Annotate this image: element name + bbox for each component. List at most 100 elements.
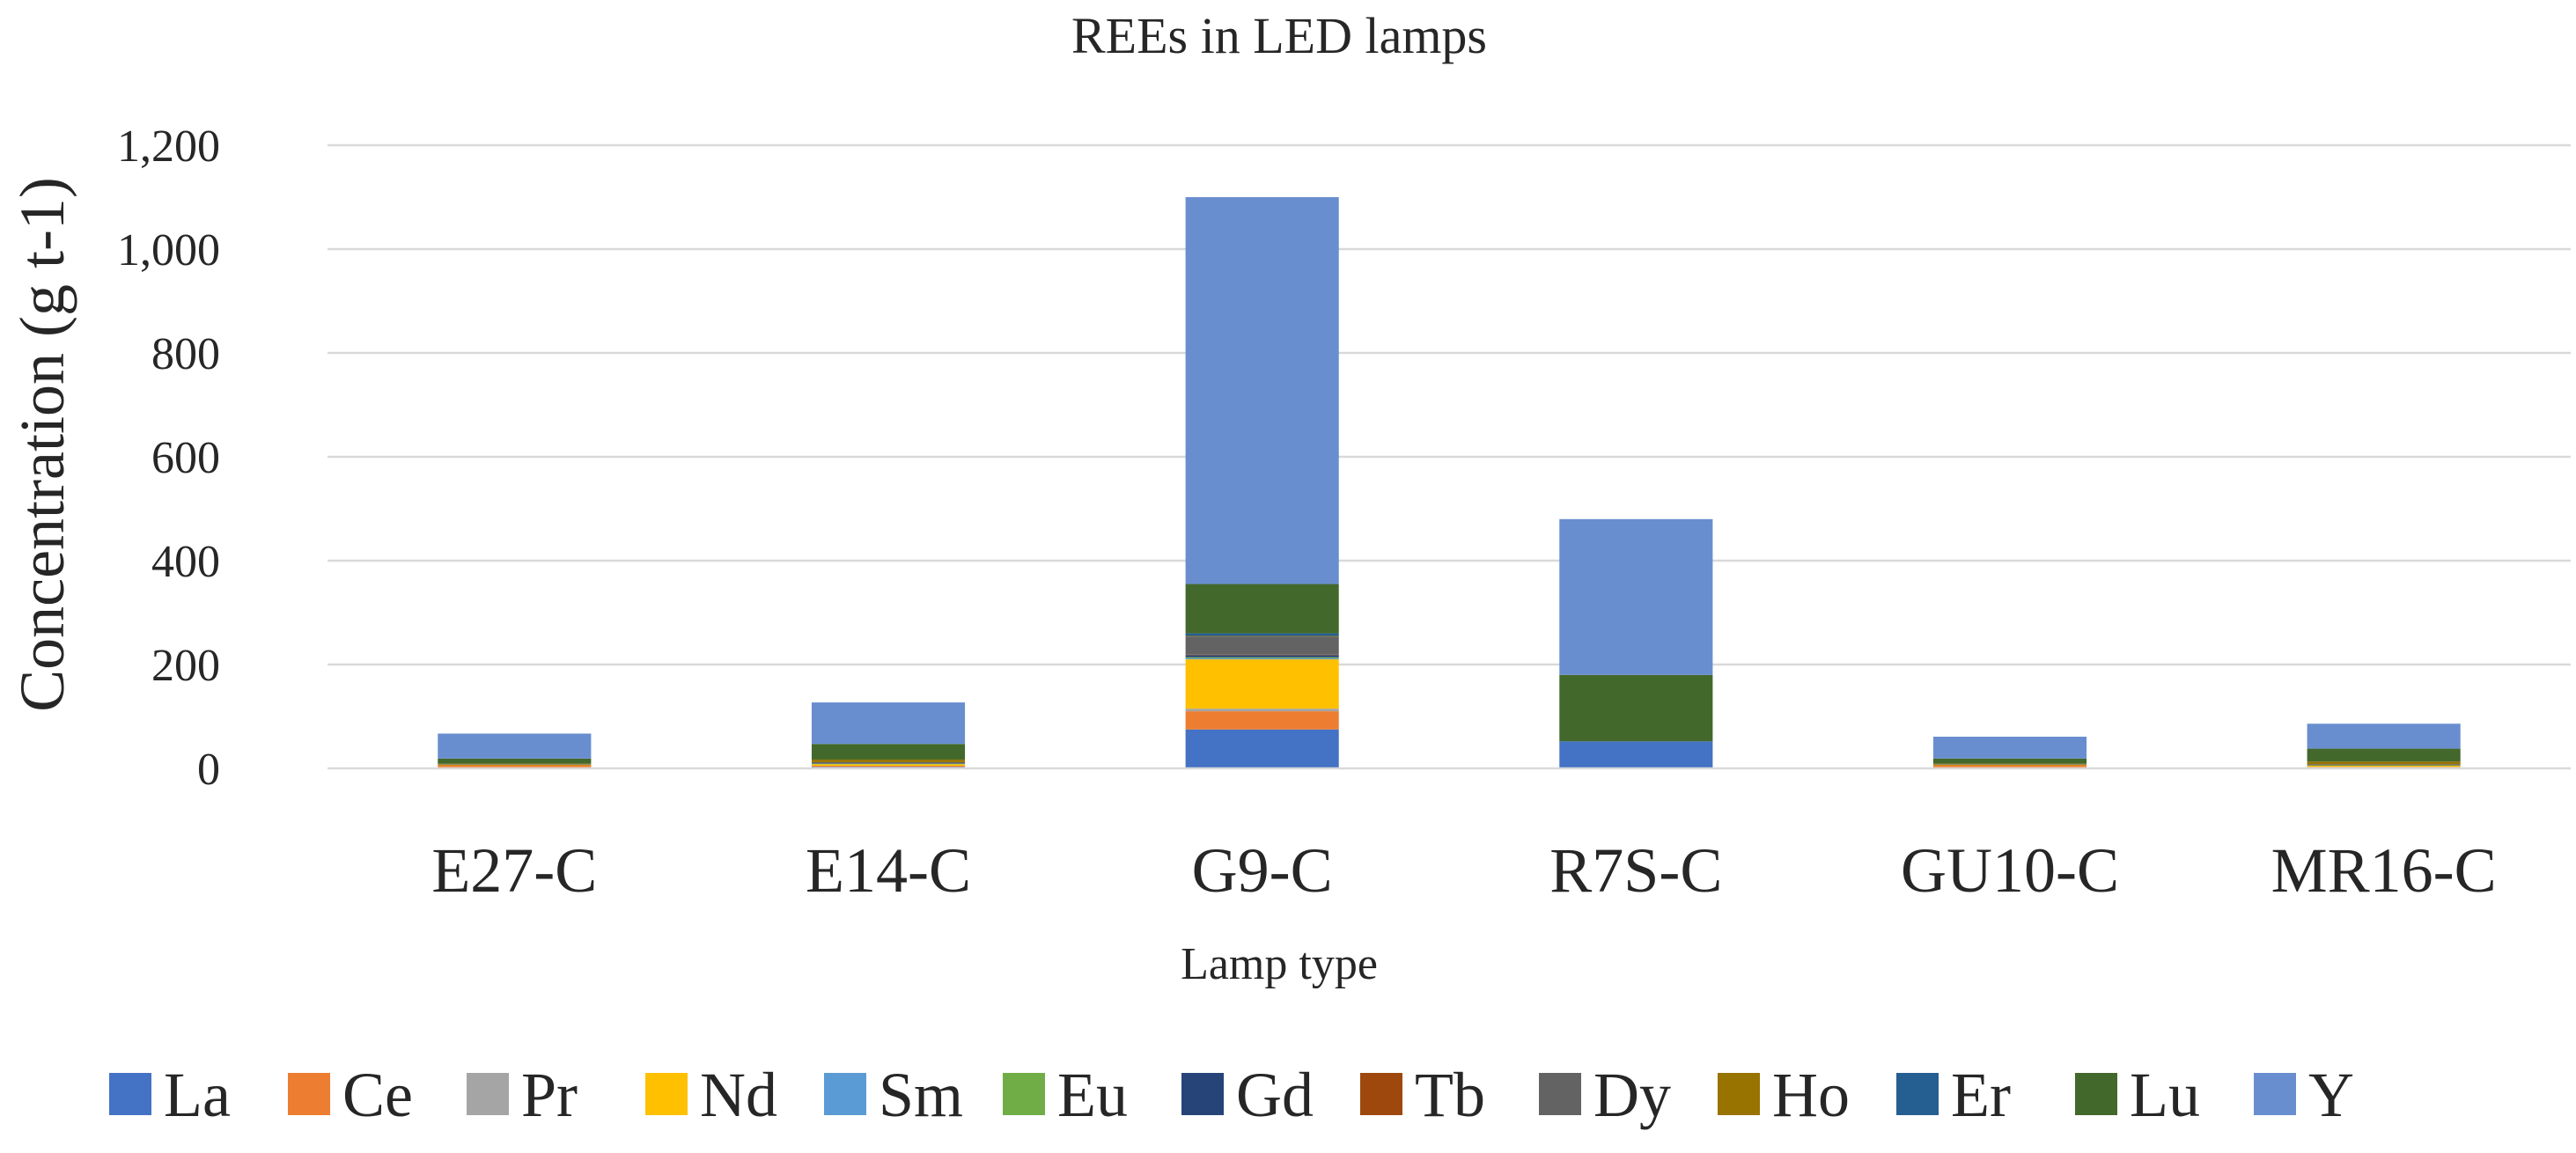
legend-swatch: [2254, 1073, 2296, 1115]
bar-segment-La: [1559, 741, 1713, 768]
bar-segment-Eu: [1185, 657, 1339, 658]
x-axis-title: Lamp type: [1181, 939, 1378, 989]
bar-segment-Nd: [811, 764, 966, 767]
legend-swatch: [467, 1073, 509, 1115]
y-tick-label: 1,000: [117, 225, 220, 275]
bar-segment-Y: [1932, 737, 2087, 759]
legend-item-Pr: Pr: [467, 1060, 578, 1130]
legend-item-Ce: Ce: [288, 1060, 413, 1130]
bar-stack-E14-C: [811, 702, 966, 768]
legend-item-La: La: [109, 1060, 231, 1130]
legend-swatch: [824, 1073, 866, 1115]
legend-label: Sm: [879, 1060, 963, 1130]
legend-swatch: [288, 1073, 330, 1115]
bar-segment-Y: [1559, 518, 1713, 675]
bar-segment-Nd: [438, 765, 592, 767]
y-tick-label: 600: [151, 433, 220, 483]
bar-segment-Tb: [1185, 654, 1339, 656]
bar-segment-Ce: [438, 766, 592, 767]
y-axis-title: Concentration (g t-1): [7, 177, 77, 712]
gridlines: [328, 143, 2571, 666]
bar-segment-Sm: [1185, 657, 1339, 660]
y-tick-label: 400: [151, 537, 220, 587]
bar-segment-Eu: [2307, 765, 2461, 767]
bar-segment-Lu: [811, 744, 966, 760]
legend: La Ce Pr Nd Sm Eu Gd Tb Dy Ho Er Lu Y: [109, 1060, 2354, 1130]
bar-stack-GU10-C: [1932, 737, 2087, 768]
bar-stack-MR16-C: [2307, 723, 2461, 768]
chart-title: REEs in LED lamps: [1071, 7, 1487, 64]
x-tick-label: G9-C: [1192, 835, 1333, 906]
bar-segment-Ho: [1932, 763, 2087, 765]
legend-label: Tb: [1415, 1060, 1485, 1130]
legend-item-Eu: Eu: [1003, 1060, 1128, 1130]
bar-segment-Lu: [1932, 758, 2087, 764]
bar-segment-Tb: [438, 764, 592, 766]
y-tick-label: 1,200: [117, 121, 220, 172]
legend-item-Nd: Nd: [645, 1060, 777, 1130]
bar-segment-Pr: [1185, 709, 1339, 712]
legend-swatch: [1539, 1073, 1581, 1115]
legend-item-Er: Er: [1896, 1060, 2011, 1130]
bar-segment-Nd: [1932, 765, 2087, 767]
bar-segment-Lu: [1185, 584, 1339, 634]
legend-label: Lu: [2130, 1060, 2200, 1130]
legend-label: Nd: [700, 1060, 777, 1130]
bar-segment-Ce: [1185, 711, 1339, 730]
bar-segment-Dy: [1185, 636, 1339, 655]
bar-segment-Ce: [811, 766, 966, 767]
legend-item-Tb: Tb: [1360, 1060, 1485, 1130]
bar-segment-Gd: [1185, 655, 1339, 657]
y-axis-ticks: 0 200 400 600 800 1,000 1,200: [117, 121, 220, 795]
legend-label: Y: [2308, 1060, 2354, 1130]
x-tick-label: E14-C: [806, 835, 971, 906]
bar-segment-Ce: [1932, 766, 2087, 767]
legend-item-Dy: Dy: [1539, 1060, 1671, 1130]
legend-item-Lu: Lu: [2075, 1060, 2200, 1130]
legend-item-Gd: Gd: [1181, 1060, 1314, 1130]
legend-swatch: [1360, 1073, 1402, 1115]
y-tick-label: 200: [151, 641, 220, 691]
bar-segment-Dy: [811, 761, 966, 764]
bar-segment-Y: [438, 733, 592, 759]
bar-segment-Y: [811, 702, 966, 745]
bar-segment-La: [1185, 729, 1339, 768]
bar-segment-Lu: [1559, 674, 1713, 742]
legend-label: La: [164, 1060, 231, 1130]
bar-segment-Lu: [2307, 748, 2461, 762]
legend-label: Gd: [1236, 1060, 1314, 1130]
x-axis-ticks: E27-C E14-C G9-C R7S-C GU10-C MR16-C: [431, 835, 2496, 906]
bar-segment-Nd: [1185, 659, 1339, 709]
x-tick-label: R7S-C: [1549, 835, 1722, 906]
bar-stack-E27-C: [438, 733, 592, 768]
legend-swatch: [1181, 1073, 1224, 1115]
bar-segment-Y: [2307, 723, 2461, 749]
bar-segment-Ho: [438, 763, 592, 765]
legend-swatch: [109, 1073, 151, 1115]
legend-label: Dy: [1593, 1060, 1671, 1130]
bar-segment-Gd: [811, 763, 966, 764]
bar-segment-Y: [1185, 197, 1339, 584]
legend-label: Er: [1951, 1060, 2011, 1130]
legend-label: Eu: [1057, 1060, 1128, 1130]
legend-label: Pr: [521, 1060, 578, 1130]
legend-swatch: [1718, 1073, 1760, 1115]
bar-segment-Dy: [1932, 764, 2087, 765]
x-tick-label: GU10-C: [1901, 835, 2119, 906]
y-tick-label: 0: [197, 745, 220, 795]
bar-segment-Ho: [2307, 761, 2461, 765]
bar-segment-Ho: [811, 759, 966, 762]
legend-item-Ho: Ho: [1718, 1060, 1850, 1130]
bar-segment-Dy: [2307, 764, 2461, 766]
legend-swatch: [2075, 1073, 2117, 1115]
legend-swatch: [645, 1073, 688, 1115]
legend-label: Ho: [1772, 1060, 1850, 1130]
legend-label: Ce: [342, 1060, 413, 1130]
bar-stack-G9-C: [1185, 197, 1339, 768]
bar-segment-Nd: [2307, 766, 2461, 767]
bar-stack-R7S-C: [1559, 518, 1713, 768]
legend-swatch: [1896, 1073, 1939, 1115]
legend-item-Y: Y: [2254, 1060, 2354, 1130]
bar-segment-Tb: [1932, 764, 2087, 766]
